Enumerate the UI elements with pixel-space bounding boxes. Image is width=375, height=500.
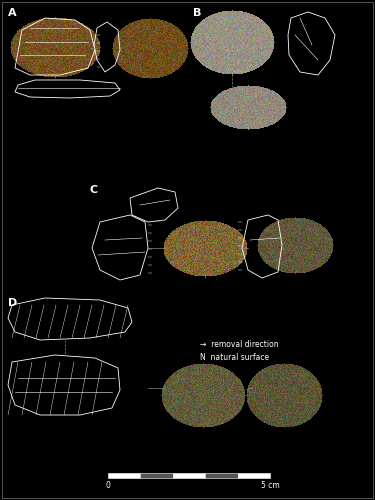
Text: 0: 0 bbox=[106, 480, 110, 490]
Bar bbox=[238, 472, 270, 478]
Text: 5 cm: 5 cm bbox=[261, 480, 279, 490]
Text: B: B bbox=[193, 8, 201, 18]
Text: N  natural surface: N natural surface bbox=[200, 353, 269, 362]
Bar bbox=[205, 472, 238, 478]
Bar bbox=[173, 472, 205, 478]
Text: C: C bbox=[90, 185, 98, 195]
Text: D: D bbox=[8, 298, 17, 308]
Text: →  removal direction: → removal direction bbox=[200, 340, 279, 349]
Bar bbox=[108, 472, 140, 478]
Bar bbox=[140, 472, 173, 478]
Text: A: A bbox=[8, 8, 16, 18]
